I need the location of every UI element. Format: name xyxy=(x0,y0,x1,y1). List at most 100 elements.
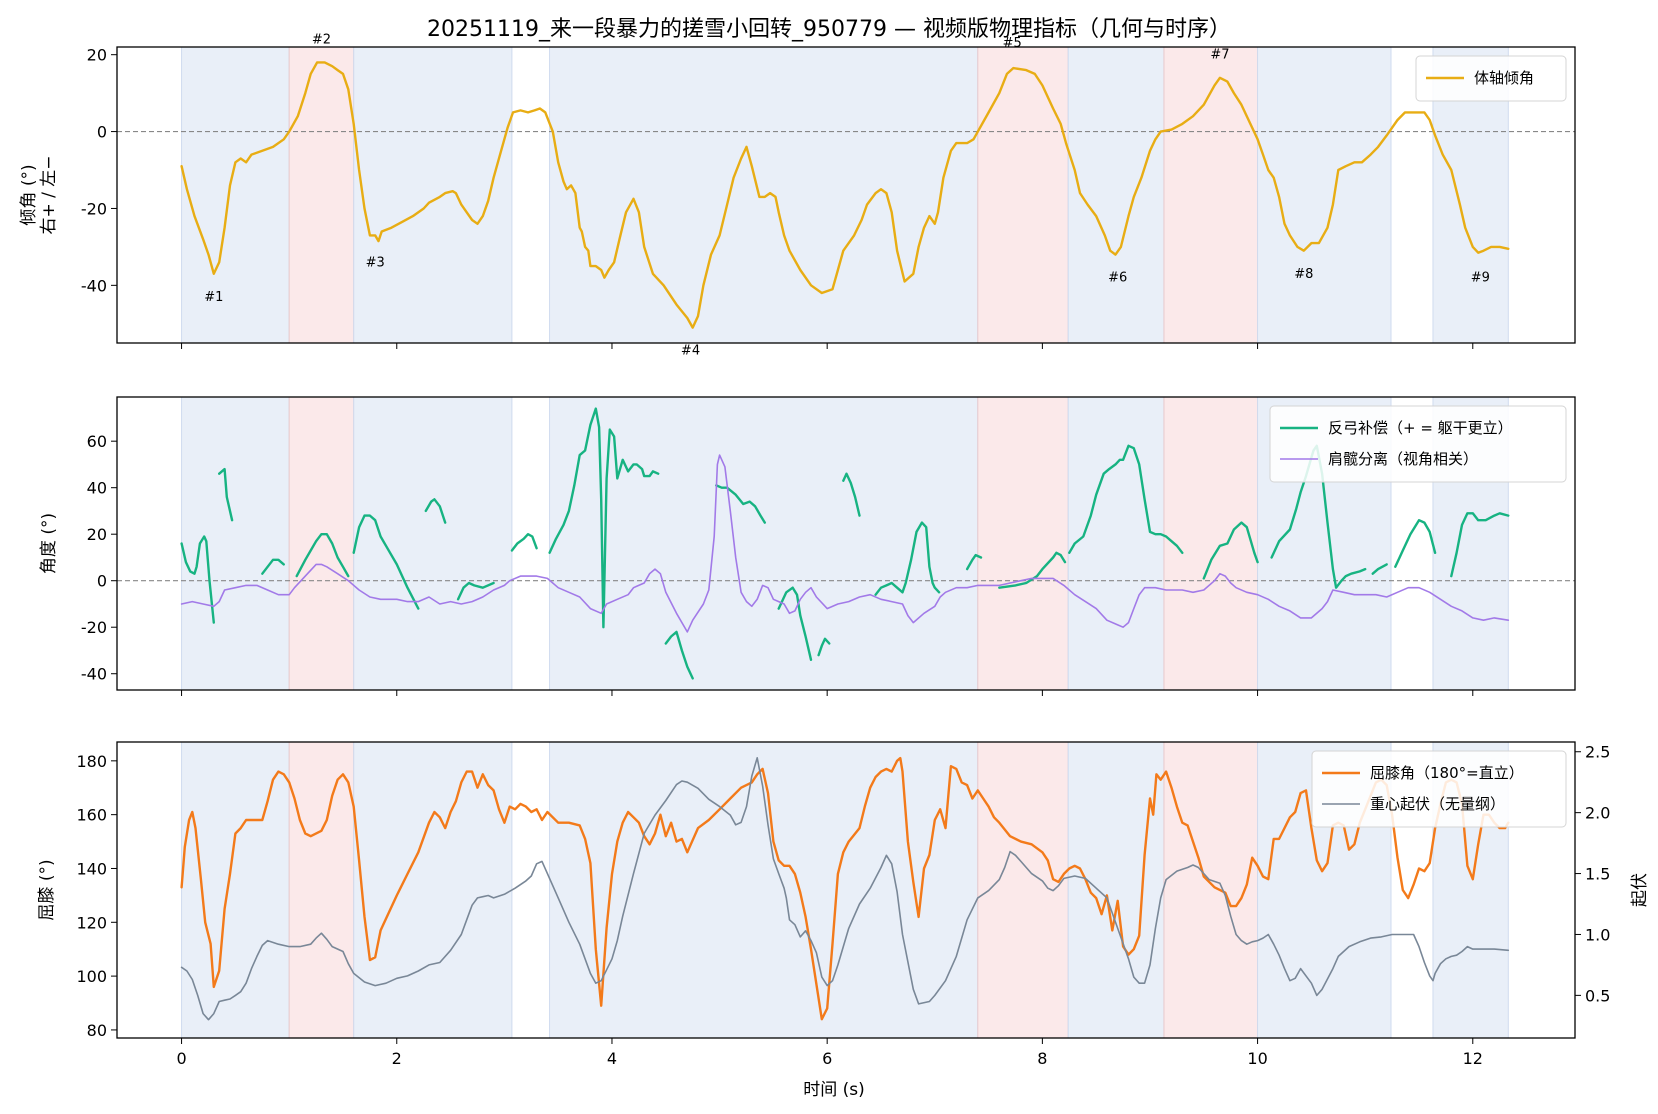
annotation-label: #6 xyxy=(1108,271,1127,286)
legend-label: 体轴倾角 xyxy=(1474,69,1534,87)
y-tick-label: 140 xyxy=(76,859,107,878)
phase-band xyxy=(549,46,979,344)
y-tick-label: -20 xyxy=(81,618,107,637)
panel-2: 60 40 20 0 -20 -40 角度 (°) 反弓补偿（+ = 躯干更立） 肩髋分离（视角… xyxy=(39,396,1576,696)
plot-frame xyxy=(116,741,1576,1039)
series-line-counter xyxy=(715,484,766,524)
legend-label: 重心起伏（无量纲） xyxy=(1370,795,1505,813)
phase-band xyxy=(1067,741,1165,1039)
x-tick-label: 0 xyxy=(176,1049,186,1068)
phase-band xyxy=(288,46,355,344)
annotation-label: #4 xyxy=(681,344,700,359)
y-tick-label: 160 xyxy=(76,806,107,825)
y-tick-label: 20 xyxy=(87,46,107,65)
x-tick-label: 10 xyxy=(1247,1049,1267,1068)
phase-band xyxy=(1067,396,1165,691)
phase-band xyxy=(181,396,290,691)
series-line-counter xyxy=(1450,512,1510,578)
phase-band xyxy=(353,46,513,344)
series-line-counter xyxy=(510,533,538,552)
y-right-tick-label: 1.5 xyxy=(1585,865,1610,884)
series-line-com xyxy=(180,757,1510,1021)
annotation-label: #9 xyxy=(1471,271,1490,286)
chart-title: 20251119_来一段暴力的搓雪小回转_950779 — 视频版物理指标（几何… xyxy=(427,17,1231,42)
y-tick-label: 0 xyxy=(97,572,107,591)
plot-frame xyxy=(116,46,1576,344)
phase-band xyxy=(181,46,290,344)
annotation-label: #2 xyxy=(312,32,331,47)
phase-band xyxy=(1163,741,1259,1039)
y-tick-label: 40 xyxy=(87,479,107,498)
series-line-counter xyxy=(261,558,285,575)
y-axis-label: 倾角 (°) xyxy=(19,164,39,225)
y-tick-label: -40 xyxy=(81,276,107,295)
series-line-counter xyxy=(1371,563,1388,575)
series-line-counter xyxy=(664,630,694,680)
panel-3: 180 160 140 120 100 80 2.5 2.0 1.5 1.0 0.5 0 2 4 6 8 10 1… xyxy=(37,741,1650,1068)
series-line-counter xyxy=(965,553,983,571)
x-tick-label: 8 xyxy=(1037,1049,1047,1068)
y-tick-label: 60 xyxy=(87,432,107,451)
y-right-axis-label: 起伏 xyxy=(1630,873,1650,907)
x-tick-label: 12 xyxy=(1463,1049,1483,1068)
series-line-counter xyxy=(424,498,447,524)
y-tick-label: 180 xyxy=(76,752,107,771)
annotation-label: #5 xyxy=(1003,36,1022,51)
series-line-counter xyxy=(1202,521,1259,580)
phase-band xyxy=(353,741,513,1039)
annotation-label: #8 xyxy=(1294,267,1313,282)
y-right-tick-label: 1.0 xyxy=(1585,925,1610,944)
annotation-label: #7 xyxy=(1210,48,1229,63)
phase-band xyxy=(1067,46,1165,344)
y-tick-label: 80 xyxy=(87,1021,107,1040)
series-line-shoulder xyxy=(180,454,1510,633)
plot-frame xyxy=(116,396,1576,691)
phase-band xyxy=(977,46,1069,344)
y-axis-label: 角度 (°) xyxy=(39,513,59,574)
legend-label: 肩髋分离（视角相关） xyxy=(1328,450,1478,468)
y-tick-label: -40 xyxy=(81,665,107,684)
series-line-counter xyxy=(295,533,350,578)
x-axis-label: 时间 (s) xyxy=(803,1080,865,1100)
y-tick-label: 120 xyxy=(76,913,107,932)
series-line-counter xyxy=(456,581,495,601)
series-line-counter xyxy=(180,535,215,624)
y-tick-label: 100 xyxy=(76,967,107,986)
phase-band xyxy=(1163,46,1259,344)
legend-box xyxy=(1269,405,1567,483)
y-right-tick-label: 2.5 xyxy=(1585,743,1610,762)
legend: 体轴倾角 xyxy=(1415,55,1567,102)
y-tick-label: 20 xyxy=(87,525,107,544)
phase-band xyxy=(353,396,513,691)
legend-label: 反弓补偿（+ = 躯干更立） xyxy=(1328,419,1513,437)
series-line-counter xyxy=(1068,444,1184,554)
series-line-counter xyxy=(874,521,941,596)
series-line-knee xyxy=(180,756,1510,1021)
x-tick-label: 6 xyxy=(822,1049,832,1068)
annotation-label: #1 xyxy=(204,290,223,305)
legend: 反弓补偿（+ = 躯干更立） 肩髋分离（视角相关） xyxy=(1269,405,1567,483)
legend: 屈膝角（180°=直立） 重心起伏（无量纲） xyxy=(1311,750,1567,828)
series-line-tilt xyxy=(180,61,1510,329)
phase-band xyxy=(1163,396,1259,691)
series-line-counter xyxy=(998,551,1067,589)
phase-band xyxy=(977,396,1069,691)
panel-1: #1 #2 #3 #4 #5 #6 #7 #8 #9 20 0 -20 -40 倾角 (°) 右+ / 左−… xyxy=(19,32,1576,359)
annotation-label: #3 xyxy=(366,255,385,270)
phase-band xyxy=(288,396,355,691)
x-tick-label: 2 xyxy=(392,1049,402,1068)
legend-box xyxy=(1415,55,1567,102)
y-right-tick-label: 2.0 xyxy=(1585,804,1610,823)
series-line-counter xyxy=(352,514,420,610)
y-tick-label: 0 xyxy=(97,123,107,142)
y-axis-sublabel: 右+ / 左− xyxy=(39,155,59,234)
series-line-counter xyxy=(842,472,861,517)
x-tick-label: 4 xyxy=(607,1049,617,1068)
legend-label: 屈膝角（180°=直立） xyxy=(1370,764,1524,782)
y-tick-label: -20 xyxy=(81,199,107,218)
series-line-counter xyxy=(817,637,831,657)
series-line-counter xyxy=(777,586,813,661)
